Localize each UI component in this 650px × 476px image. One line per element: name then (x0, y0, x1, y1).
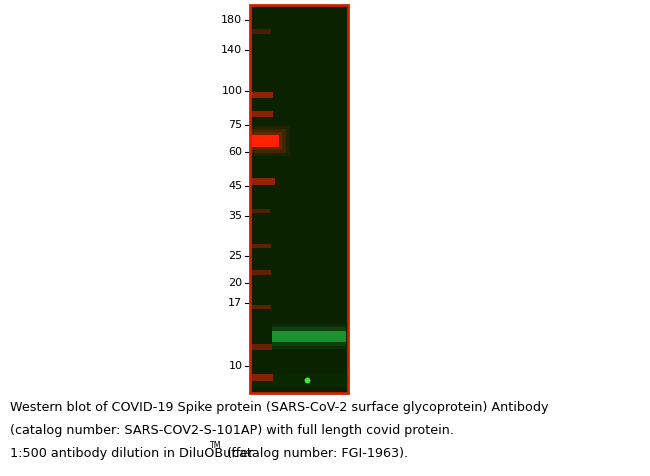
Bar (250, 129, 286, 153)
Bar (272, 330, 346, 342)
Bar (272, 324, 346, 349)
Bar (250, 344, 272, 350)
Text: 60: 60 (228, 147, 242, 157)
Text: Western blot of COVID-19 Spike protein (SARS-CoV-2 surface glycoprotein) Antibod: Western blot of COVID-19 Spike protein (… (10, 401, 548, 414)
Text: 180: 180 (221, 15, 242, 25)
Bar (250, 92, 273, 98)
Text: 25: 25 (228, 251, 242, 261)
Text: 35: 35 (228, 211, 242, 221)
Bar (272, 327, 346, 346)
Bar (250, 178, 274, 185)
Bar (250, 374, 273, 381)
Bar (272, 330, 346, 342)
Bar (250, 135, 278, 147)
Bar (250, 127, 290, 156)
Bar (250, 209, 270, 213)
Text: TM: TM (209, 441, 220, 450)
Point (302, 376, 312, 384)
Text: 100: 100 (222, 86, 242, 96)
Bar (250, 305, 271, 309)
Bar (250, 132, 282, 150)
Bar (250, 111, 273, 118)
Text: 10: 10 (228, 361, 242, 371)
Bar (250, 29, 271, 34)
Bar (250, 374, 348, 387)
Text: 1:500 antibody dilution in DiluOBuffer: 1:500 antibody dilution in DiluOBuffer (10, 447, 253, 460)
Text: 45: 45 (228, 181, 242, 191)
Bar (250, 270, 271, 275)
Bar (250, 244, 271, 248)
Text: 20: 20 (228, 278, 242, 288)
Bar (250, 135, 278, 147)
Text: 17: 17 (228, 298, 242, 307)
Text: (catalog number: SARS-COV2-S-101AP) with full length covid protein.: (catalog number: SARS-COV2-S-101AP) with… (10, 424, 454, 437)
Text: 140: 140 (221, 45, 242, 55)
Text: 75: 75 (228, 120, 242, 130)
Text: (catalog number: FGI-1963).: (catalog number: FGI-1963). (223, 447, 408, 460)
